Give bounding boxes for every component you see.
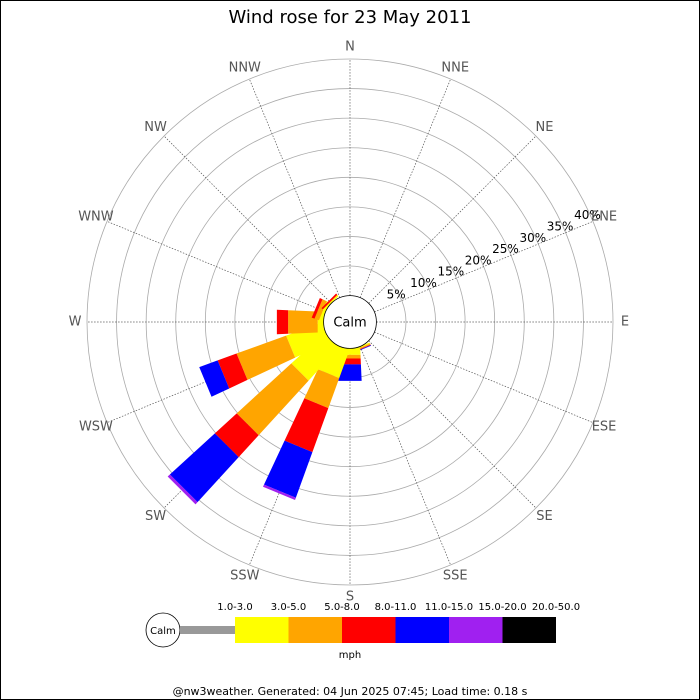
r-tick-label: 15% (437, 265, 464, 279)
direction-label: ESE (592, 420, 617, 435)
r-tick-label: 20% (465, 253, 492, 267)
bar-segment (304, 369, 340, 409)
bar-segment (276, 309, 289, 335)
direction-label: ENE (591, 209, 617, 224)
bar-segment (314, 299, 327, 321)
bar-segment (317, 342, 350, 379)
spoke (106, 221, 326, 313)
bar-segment (199, 360, 230, 397)
bar-segment (167, 474, 198, 505)
direction-label: SW (145, 509, 166, 524)
direction-label: E (621, 315, 629, 330)
legend-swatch (288, 617, 342, 643)
footer: @nw3weather. Generated: 04 Jun 2025 07:4… (173, 685, 528, 698)
legend-swatch (502, 617, 556, 643)
direction-label: N (345, 40, 355, 55)
bar-segment (217, 353, 248, 389)
spoke (163, 135, 332, 304)
bar-segment (291, 333, 339, 381)
legend-label: 11.0-15.0 (425, 602, 473, 613)
r-tick-label: 25% (492, 242, 519, 256)
direction-label: S (346, 590, 354, 605)
bar-segment (284, 398, 329, 453)
spoke (249, 78, 341, 298)
r-tick-label: 30% (519, 231, 546, 245)
bar-segment (169, 433, 239, 503)
legend-swatch (180, 626, 235, 634)
direction-label: NNE (441, 60, 469, 75)
bar-segment (311, 297, 323, 319)
bar-segment (214, 413, 259, 458)
spoke (359, 346, 451, 566)
legend-unit: mph (339, 650, 361, 661)
grid-ring (264, 236, 436, 408)
bar-segment (199, 367, 212, 397)
legend-calm-label: Calm (150, 626, 176, 637)
calm-circle (323, 295, 377, 349)
legend-swatch (342, 617, 396, 643)
bar-segment (338, 364, 362, 381)
grid-ring (86, 58, 614, 586)
direction-label: SSE (443, 569, 468, 584)
legend-swatch (449, 617, 503, 643)
spoke (368, 340, 537, 509)
direction-label: NW (144, 120, 167, 135)
r-tick-label: 10% (410, 276, 437, 290)
bar-segment (263, 440, 313, 498)
legend-swatch (395, 617, 449, 643)
r-tick-label: 5% (387, 287, 406, 301)
direction-label: NE (535, 120, 553, 135)
bar-segment (321, 293, 338, 310)
legend-label: 15.0-20.0 (478, 602, 526, 613)
chart-title: Wind rose for 23 May 2011 (229, 7, 472, 28)
bar-segment (236, 335, 296, 380)
legend-swatch (235, 617, 289, 643)
legend-label: 8.0-11.0 (375, 602, 417, 613)
direction-label: WSW (79, 420, 113, 435)
spoke (368, 135, 537, 304)
spoke (374, 331, 594, 423)
direction-label: SE (536, 509, 552, 524)
grid-ring (234, 206, 466, 438)
bar-segment (322, 294, 339, 311)
r-tick-label: 35% (547, 219, 574, 233)
direction-label: NNW (229, 60, 261, 75)
direction-label: WNW (78, 209, 114, 224)
direction-label: W (69, 315, 82, 330)
bar-segment (288, 310, 318, 334)
calm-label: Calm (333, 316, 366, 331)
r-tick-label: 40% (574, 208, 601, 222)
spoke (359, 78, 451, 298)
bar-segment (236, 363, 309, 436)
direction-label: SSW (230, 569, 260, 584)
legend-label: 20.0-50.0 (532, 602, 580, 613)
legend-label: 1.0-3.0 (217, 602, 252, 613)
legend-label: 3.0-5.0 (271, 602, 306, 613)
bar-segment (262, 484, 296, 501)
legend-label: 5.0-8.0 (324, 602, 359, 613)
spoke (374, 221, 594, 313)
